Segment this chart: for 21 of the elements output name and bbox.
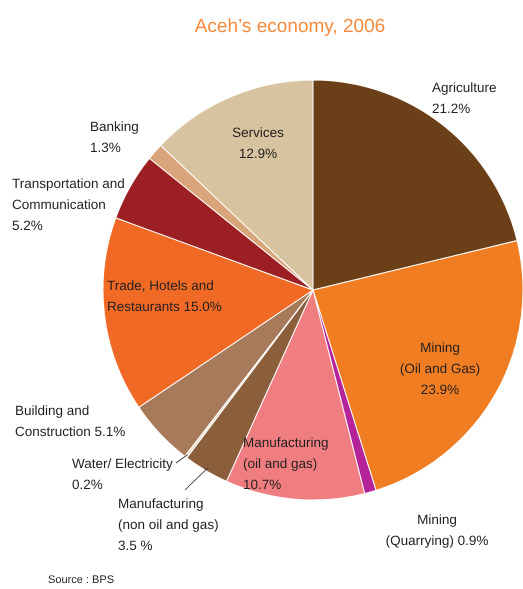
data-label: 5.2% bbox=[12, 218, 43, 233]
slice-label: Mining (Quarrying) 0.9% bbox=[386, 512, 488, 548]
data-label: 23.9% bbox=[420, 382, 460, 397]
slice-label: Mining (Oil and Gas) bbox=[400, 340, 480, 376]
data-label: 12.9% bbox=[238, 146, 278, 161]
source-note: Source : BPS bbox=[48, 574, 114, 586]
slice-label: Services bbox=[232, 125, 284, 140]
data-label: 3.5 % bbox=[118, 538, 153, 553]
data-label: 0.2% bbox=[72, 477, 103, 492]
slice-label: Transportation and Communication bbox=[12, 176, 125, 212]
slice-label: Trade, Hotels and Restaurants 15.0% bbox=[107, 278, 222, 314]
slice-label: Manufacturing (non oil and gas) bbox=[118, 496, 219, 532]
slice-label: Water/ Electricity bbox=[72, 456, 174, 471]
chart-title: Aceh’s economy, 2006 bbox=[194, 16, 386, 37]
data-label: 10.7% bbox=[243, 477, 282, 492]
slice-label: Agriculture bbox=[432, 80, 497, 95]
slice-label: Manufacturing (oil and gas) bbox=[243, 435, 329, 471]
slice-label: Banking bbox=[90, 119, 139, 134]
slice-label: Building and Construction 5.1% bbox=[15, 403, 126, 439]
data-label: 21.2% bbox=[432, 101, 470, 116]
data-label: 1.3% bbox=[90, 140, 121, 155]
